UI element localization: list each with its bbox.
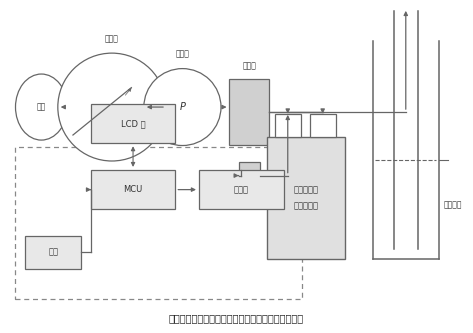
Ellipse shape [58, 53, 166, 161]
Text: 被检测产品
（燃气表）: 被检测产品 （燃气表） [293, 185, 318, 210]
Ellipse shape [144, 69, 221, 146]
Bar [310, 114, 336, 137]
Bar [25, 236, 81, 269]
Text: 气泵: 气泵 [37, 103, 46, 112]
Text: LCD 屏: LCD 屏 [121, 119, 145, 128]
Text: 压力表: 压力表 [175, 50, 189, 59]
Text: 电磁阀: 电磁阀 [243, 62, 256, 71]
Text: 电源: 电源 [48, 248, 58, 257]
Text: 图为本实用新型燃气表切断密封性检测装置的原理图: 图为本实用新型燃气表切断密封性检测装置的原理图 [169, 313, 304, 323]
Text: P: P [179, 102, 185, 112]
Text: 盛水容器: 盛水容器 [443, 200, 462, 209]
Bar [16, 147, 302, 299]
Bar [91, 170, 175, 209]
Bar [199, 170, 283, 209]
Bar [91, 104, 175, 144]
Bar [275, 114, 301, 137]
Bar [229, 79, 270, 145]
Text: 继电器: 继电器 [234, 185, 249, 194]
Bar [267, 137, 345, 259]
Bar [239, 162, 260, 189]
Text: 调压阀: 调压阀 [105, 34, 119, 43]
Text: MCU: MCU [123, 185, 143, 194]
Ellipse shape [16, 74, 67, 140]
